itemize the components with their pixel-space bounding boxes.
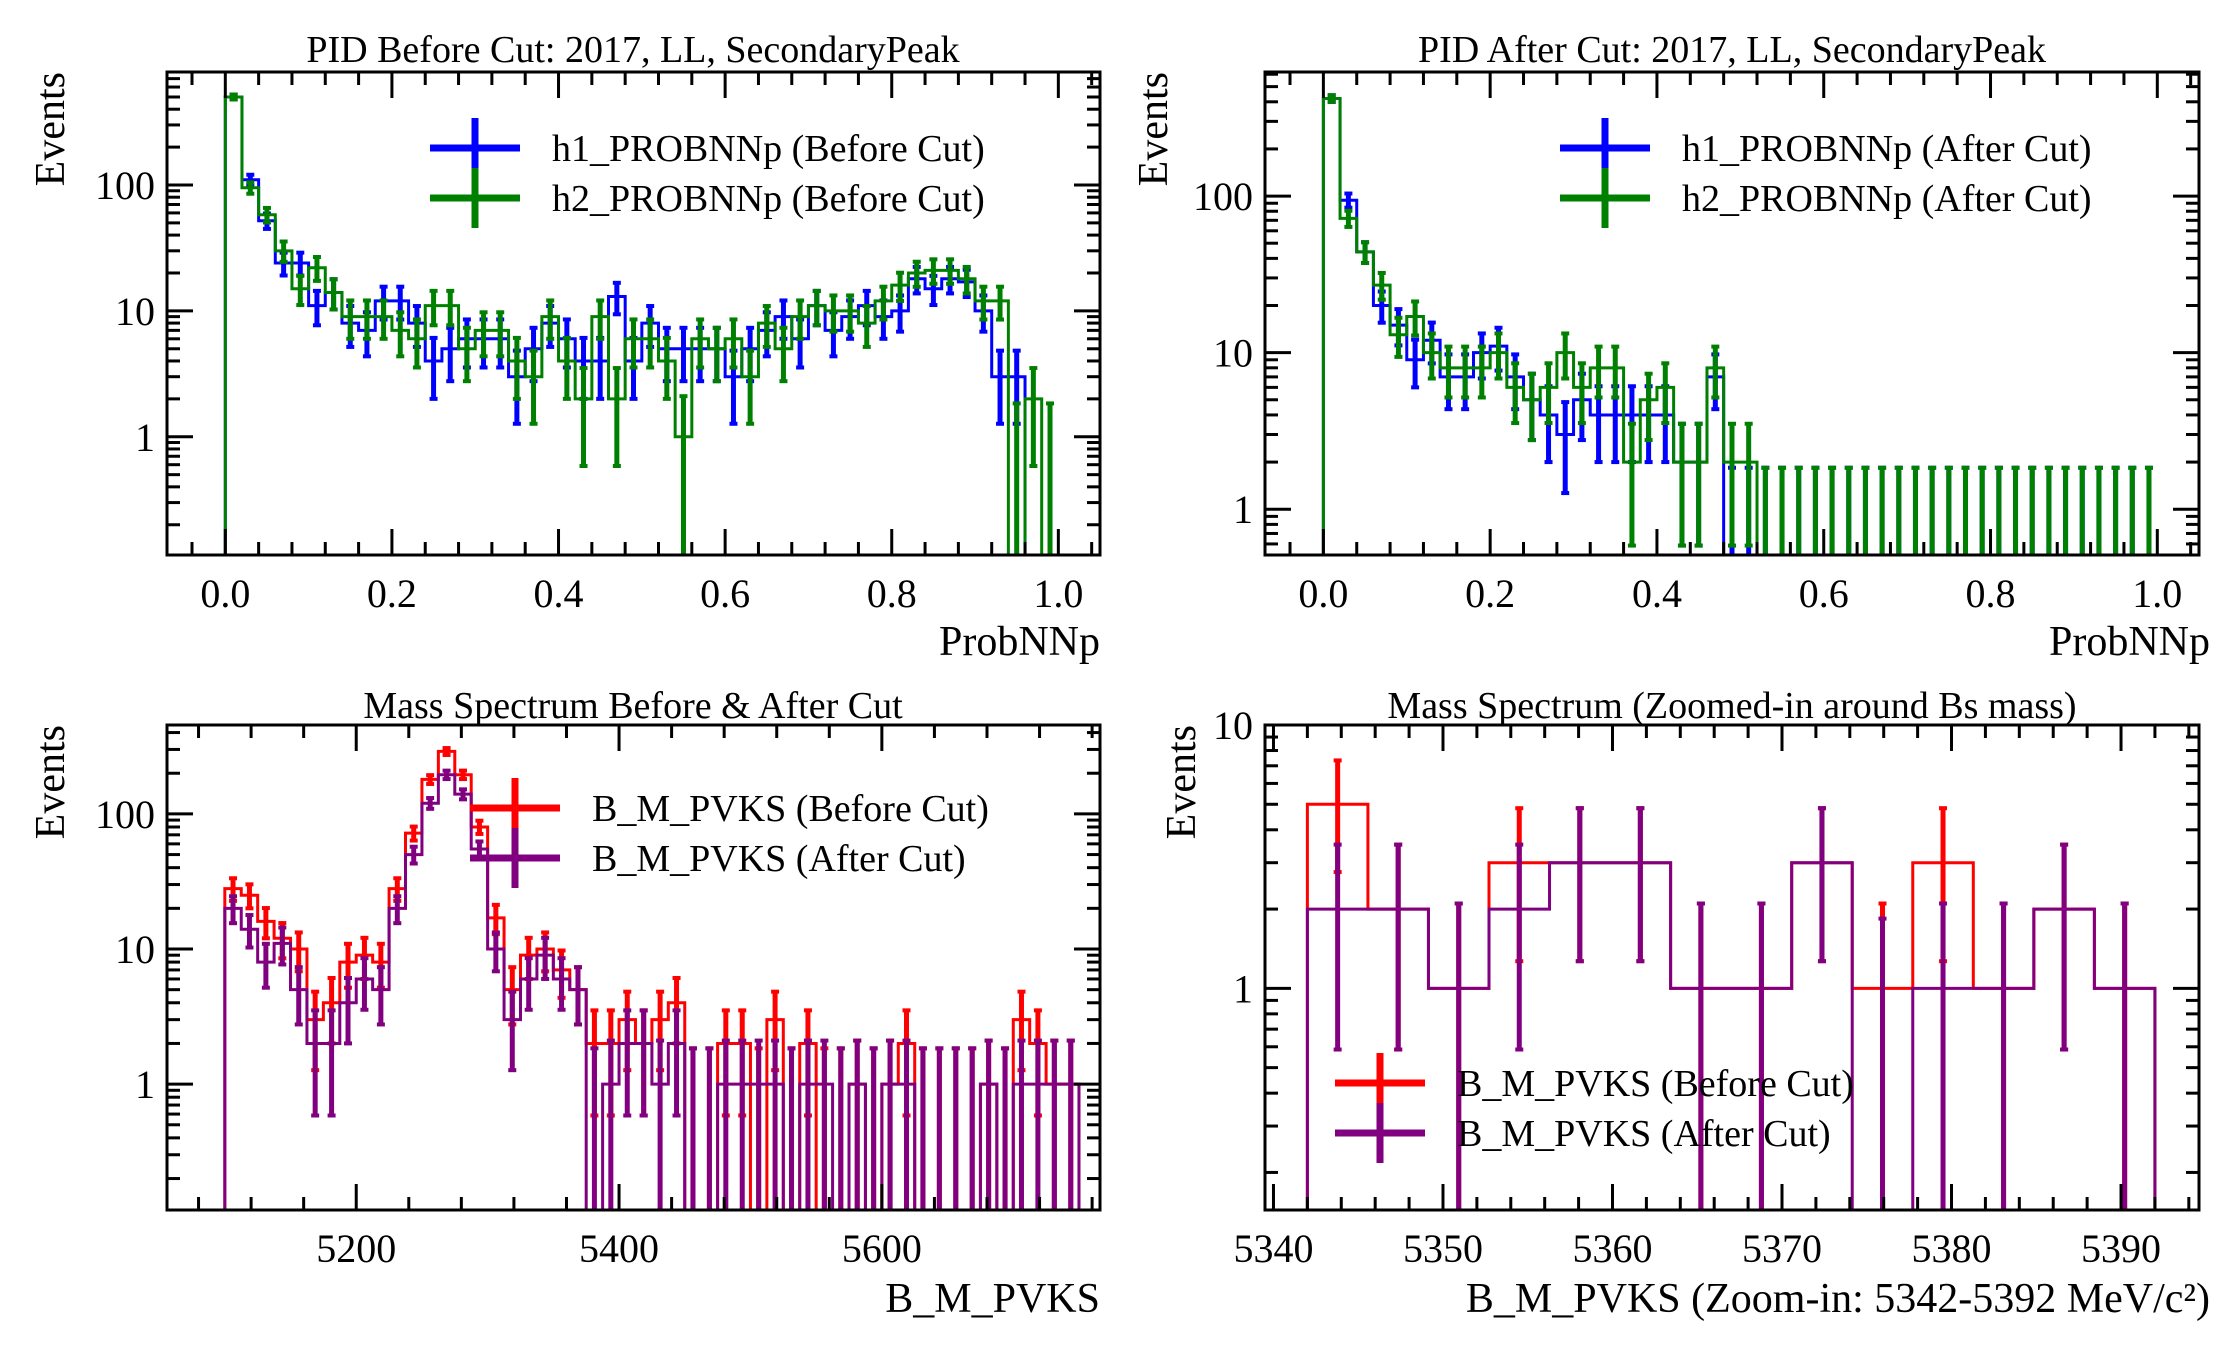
x-axis-label: ProbNNp <box>939 619 1100 665</box>
y-axis-label: Events <box>1159 725 1205 839</box>
panel-title: PID Before Cut: 2017, LL, SecondaryPeak <box>306 29 959 71</box>
legend: h1_PROBNNp (Before Cut) h2_PROBNNp (Befor… <box>430 118 985 228</box>
x-tick-label: 5360 <box>1572 1226 1652 1271</box>
legend: h1_PROBNNp (After Cut) h2_PROBNNp (After … <box>1560 118 2092 228</box>
legend-label: B_M_PVKS (After Cut) <box>592 838 966 880</box>
panel-title: Mass Spectrum (Zoomed-in around Bs mass) <box>1387 685 2076 727</box>
axes-frame <box>165 70 1102 557</box>
x-tick-label: 1.0 <box>1033 571 1083 616</box>
histogram-step <box>223 95 1044 555</box>
legend-item: B_M_PVKS (Before Cut) <box>1335 1053 1854 1113</box>
x-tick-label: 0.2 <box>1465 571 1515 616</box>
legend: B_M_PVKS (Before Cut) B_M_PVKS (After Cut… <box>470 778 989 888</box>
plot-area <box>1305 758 2157 1210</box>
x-tick-label: 5340 <box>1233 1226 1313 1271</box>
x-axis-label: B_M_PVKS <box>885 1276 1100 1322</box>
x-tick-label: 0.6 <box>1799 571 1849 616</box>
y-tick-label: 1 <box>1233 487 1253 532</box>
histogram-step <box>1305 861 2157 1210</box>
y-tick-label: 10 <box>115 927 155 972</box>
x-tick-label: 5370 <box>1742 1226 1822 1271</box>
legend-label: h2_PROBNNp (After Cut) <box>1682 178 2092 220</box>
plot-area <box>223 746 1081 1210</box>
y-axis-label: Events <box>1131 72 1177 186</box>
histogram-step <box>1321 96 1759 555</box>
axes-frame <box>1263 70 2201 557</box>
panel-mass-zoom: Mass Spectrum (Zoomed-in around Bs mass)… <box>1159 685 2210 1322</box>
series-after <box>1305 806 2157 1210</box>
legend-item: h2_PROBNNp (Before Cut) <box>430 168 985 228</box>
x-tick-label: 5400 <box>579 1226 659 1271</box>
y-tick-label: 1 <box>135 1062 155 1107</box>
y-tick-label: 100 <box>95 792 155 837</box>
plot-area <box>223 92 1055 555</box>
histogram-step <box>223 773 1081 1210</box>
x-tick-label: 0.0 <box>200 571 250 616</box>
y-tick-label: 10 <box>1213 331 1253 376</box>
x-axis-label: ProbNNp <box>2049 619 2210 665</box>
y-axis-label: Events <box>28 725 74 839</box>
x-tick-label: 5350 <box>1403 1226 1483 1271</box>
x-tick-label: 0.8 <box>867 571 917 616</box>
x-tick-label: 0.6 <box>700 571 750 616</box>
y-axis-label: Events <box>28 72 74 186</box>
x-tick-label: 0.4 <box>1632 571 1682 616</box>
panel-mass-full: Mass Spectrum Before & After Cut B_M_PVK… <box>28 685 1102 1322</box>
x-tick-label: 5200 <box>316 1226 396 1271</box>
x-tick-label: 0.8 <box>1966 571 2016 616</box>
panel-title: Mass Spectrum Before & After Cut <box>363 685 903 727</box>
x-tick-label: 0.2 <box>367 571 417 616</box>
legend-label: B_M_PVKS (Before Cut) <box>592 788 989 830</box>
legend-item: B_M_PVKS (Before Cut) <box>470 778 989 838</box>
series-h2 <box>1321 93 2153 555</box>
y-tick-label: 1 <box>135 415 155 460</box>
legend-item: h2_PROBNNp (After Cut) <box>1560 168 2092 228</box>
y-tick-label: 100 <box>95 163 155 208</box>
y-tick-label: 100 <box>1193 174 1253 219</box>
x-axis-label: B_M_PVKS (Zoom-in: 5342-5392 MeV/c²) <box>1466 1276 2210 1322</box>
legend-item: B_M_PVKS (After Cut) <box>470 828 966 888</box>
x-tick-label: 5390 <box>2081 1226 2161 1271</box>
legend-label: B_M_PVKS (Before Cut) <box>1457 1063 1854 1105</box>
x-tick-label: 5380 <box>1912 1226 1992 1271</box>
legend-label: h1_PROBNNp (After Cut) <box>1682 128 2092 170</box>
legend: B_M_PVKS (Before Cut) B_M_PVKS (After Cut… <box>1335 1053 1854 1163</box>
axes-frame <box>165 723 1102 1212</box>
plot-area <box>1321 93 2153 555</box>
x-tick-label: 5600 <box>842 1226 922 1271</box>
legend-item: B_M_PVKS (After Cut) <box>1335 1103 1831 1163</box>
axes-frame <box>1263 723 2201 1212</box>
x-tick-label: 0.0 <box>1298 571 1348 616</box>
y-tick-label: 10 <box>1213 703 1253 748</box>
series-h2 <box>223 92 1055 555</box>
panel-title: PID After Cut: 2017, LL, SecondaryPeak <box>1418 29 2046 71</box>
legend-label: h2_PROBNNp (Before Cut) <box>552 178 985 220</box>
panel-pid-before: PID Before Cut: 2017, LL, SecondaryPeak … <box>28 29 1102 665</box>
x-tick-label: 1.0 <box>2132 571 2182 616</box>
legend-label: h1_PROBNNp (Before Cut) <box>552 128 985 170</box>
legend-label: B_M_PVKS (After Cut) <box>1457 1113 1831 1155</box>
x-tick-label: 0.4 <box>534 571 584 616</box>
legend-item: h1_PROBNNp (Before Cut) <box>430 118 985 178</box>
legend-item: h1_PROBNNp (After Cut) <box>1560 118 2092 178</box>
series-after <box>223 768 1081 1210</box>
panel-pid-after: PID After Cut: 2017, LL, SecondaryPeak P… <box>1131 29 2210 665</box>
y-tick-label: 10 <box>115 289 155 334</box>
y-tick-label: 1 <box>1233 966 1253 1011</box>
